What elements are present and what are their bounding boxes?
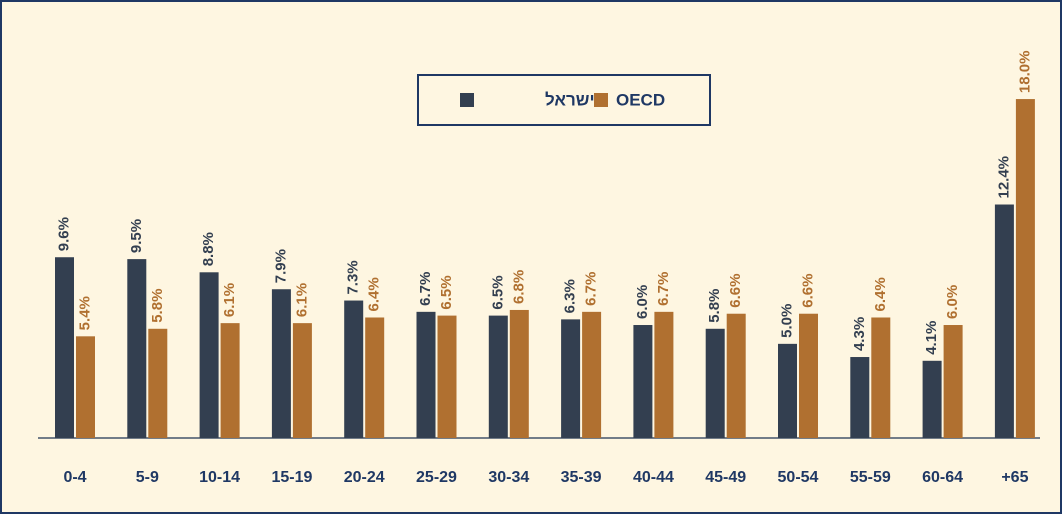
legend-label: ישראל <box>545 90 595 109</box>
bar <box>994 204 1014 438</box>
value-label: 12.4% <box>995 156 1012 199</box>
bar <box>416 311 436 438</box>
bar <box>365 317 385 438</box>
legend-label: OECD <box>616 90 665 109</box>
x-tick-label: 10-14 <box>199 469 240 486</box>
value-label: 7.3% <box>345 260 362 294</box>
value-label: 6.8% <box>510 270 527 304</box>
x-tick-label: 35-39 <box>561 469 602 486</box>
value-label: 8.8% <box>200 232 217 266</box>
x-tick-label: 50-54 <box>778 469 819 486</box>
bar <box>561 319 581 438</box>
value-label: 9.6% <box>55 217 72 251</box>
x-tick-label: 0-4 <box>63 469 86 486</box>
value-label: 6.1% <box>293 283 310 317</box>
bar <box>633 325 653 438</box>
bar <box>871 317 891 438</box>
bar <box>344 300 364 438</box>
x-tick-label: 45-49 <box>705 469 746 486</box>
x-tick-label: 25-29 <box>416 469 457 486</box>
bar <box>943 325 963 438</box>
value-label: 6.5% <box>489 275 506 309</box>
bar <box>220 323 240 438</box>
value-label: 5.4% <box>76 296 93 330</box>
bar <box>76 336 95 438</box>
value-label: 5.8% <box>149 289 166 323</box>
bar <box>127 259 147 438</box>
bar <box>582 311 602 438</box>
bar <box>922 360 942 438</box>
bar <box>509 309 529 438</box>
bar <box>437 315 457 438</box>
value-label: 4.1% <box>923 321 940 355</box>
value-label: 6.7% <box>417 272 434 306</box>
x-tick-label: +65 <box>1001 469 1028 486</box>
bar <box>778 343 797 438</box>
bar <box>148 328 168 438</box>
bar <box>199 272 219 438</box>
x-tick-label: 15-19 <box>271 469 312 486</box>
value-label: 7.9% <box>272 249 289 283</box>
x-tick-label: 40-44 <box>633 469 674 486</box>
bar <box>850 357 870 438</box>
x-tick-label: 55-59 <box>850 469 891 486</box>
value-label: 9.5% <box>128 219 145 253</box>
bar <box>292 323 312 438</box>
x-tick-label: 30-34 <box>488 469 529 486</box>
value-label: 6.7% <box>583 272 600 306</box>
value-label: 6.7% <box>655 272 672 306</box>
x-tick-label: 5-9 <box>136 469 159 486</box>
bar <box>799 313 818 438</box>
value-label: 4.3% <box>851 317 868 351</box>
value-label: 6.5% <box>438 275 455 309</box>
bar <box>488 315 508 438</box>
bar <box>705 328 725 438</box>
value-label: 6.0% <box>944 285 961 319</box>
value-label: 6.3% <box>562 279 579 313</box>
value-label: 6.4% <box>366 277 383 311</box>
value-label: 6.4% <box>872 277 889 311</box>
value-label: 5.8% <box>706 289 723 323</box>
value-label: 5.0% <box>778 304 795 338</box>
bar <box>1015 99 1035 438</box>
legend-swatch <box>460 93 474 107</box>
value-label: 6.6% <box>727 274 744 308</box>
x-tick-label: 60-64 <box>922 469 963 486</box>
x-tick-label: 20-24 <box>344 469 385 486</box>
bar <box>55 257 74 438</box>
value-label: 6.6% <box>799 274 816 308</box>
bar <box>726 313 746 438</box>
bar <box>271 289 291 438</box>
value-label: 18.0% <box>1016 51 1033 94</box>
value-label: 6.0% <box>634 285 651 319</box>
bar <box>654 311 674 438</box>
value-label: 6.1% <box>221 283 238 317</box>
legend-swatch <box>594 93 608 107</box>
